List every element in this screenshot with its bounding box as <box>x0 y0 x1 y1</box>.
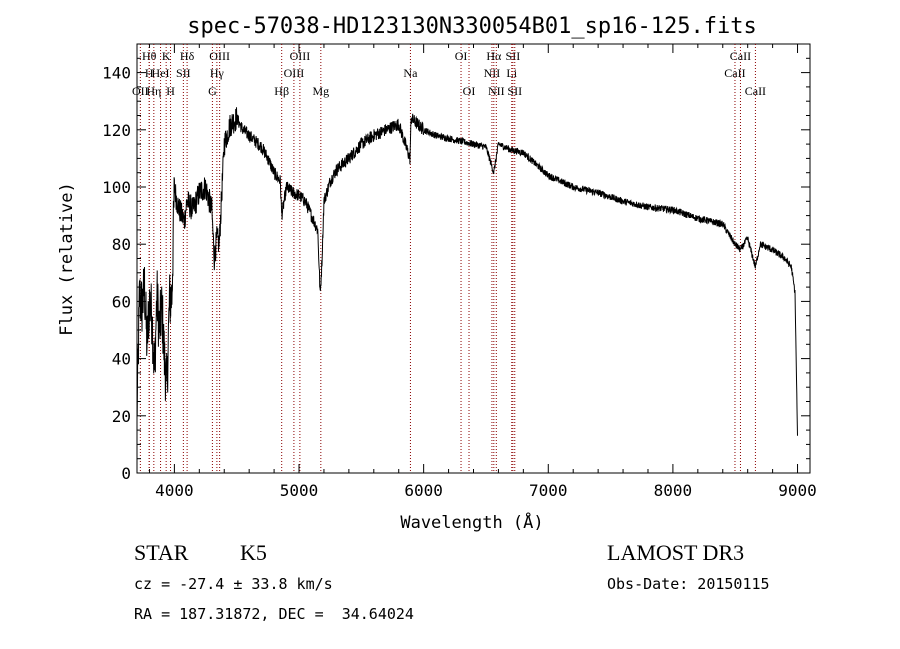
line-marker-label-6: H <box>166 84 175 98</box>
coordinates: RA = 187.31872, DEC = 34.64024 <box>134 605 414 623</box>
line-marker-label-12: Hβ <box>274 84 289 98</box>
object-class: STAR <box>134 540 189 565</box>
line-marker-label-24: SII <box>507 84 522 98</box>
line-marker-label-2: H <box>145 66 154 80</box>
line-marker-label-0: OII <box>132 84 149 98</box>
object-subclass: K5 <box>240 540 267 565</box>
redshift-info: cz = -27.4 ± 33.8 km/s <box>134 575 333 593</box>
y-tick-label-3: 60 <box>112 292 131 311</box>
spectrum-line <box>136 107 798 436</box>
line-marker-label-10: Hγ <box>210 66 225 80</box>
y-tick-label-0: 0 <box>121 464 131 483</box>
line-marker-label-7: SII <box>176 66 191 80</box>
line-marker-label-5: K <box>162 49 171 63</box>
survey-name: LAMOST DR3 <box>607 540 745 565</box>
line-marker-label-17: OI <box>455 49 468 63</box>
line-marker-label-8: Hδ <box>180 49 195 63</box>
x-tick-label-2: 6000 <box>404 481 443 500</box>
line-marker-label-9: G <box>208 84 217 98</box>
line-marker-label-22: Li <box>506 66 517 80</box>
line-marker-label-27: CaII <box>745 84 766 98</box>
line-marker-label-26: CaII <box>730 49 751 63</box>
line-marker-label-25: CaII <box>724 66 745 80</box>
line-marker-label-14: OIII <box>290 49 311 63</box>
y-tick-label-4: 80 <box>112 235 131 254</box>
y-tick-label-1: 20 <box>112 407 131 426</box>
x-tick-label-1: 5000 <box>280 481 319 500</box>
x-tick-label-4: 8000 <box>654 481 693 500</box>
line-marker-label-3: Hη <box>146 84 161 98</box>
plot-frame <box>136 43 811 474</box>
line-marker-label-18: OI <box>463 84 476 98</box>
line-marker-label-21: NII <box>488 84 505 98</box>
obs-date: Obs-Date: 20150115 <box>607 575 770 593</box>
line-markers: OIIHθHHηHeIKHSIIHδGHγOIIIHβOIIIOIIIMgNaO… <box>132 44 766 473</box>
line-marker-label-11: OIII <box>209 49 230 63</box>
x-tick-label-0: 4000 <box>155 481 194 500</box>
chart-title: spec-57038-HD123130N330054B01_sp16-125.f… <box>187 14 757 39</box>
line-marker-label-13: OIII <box>284 66 305 80</box>
line-marker-label-16: Na <box>403 66 418 80</box>
y-tick-label-7: 140 <box>102 64 131 83</box>
y-axis-label: Flux (relative) <box>57 182 77 336</box>
line-marker-label-4: HeI <box>152 66 170 80</box>
x-tick-label-3: 7000 <box>529 481 568 500</box>
x-tick-label-5: 9000 <box>778 481 817 500</box>
y-tick-label-6: 120 <box>102 121 131 140</box>
x-axis-label: Wavelength (Å) <box>400 511 543 533</box>
axis-ticks: 4000 5000 6000 7000 8000 9000 0 20 40 60 80 100 120 1… <box>102 44 817 500</box>
line-marker-label-23: SII <box>506 49 521 63</box>
line-marker-label-20: Hα <box>486 49 502 63</box>
y-tick-label-2: 40 <box>112 350 131 369</box>
line-marker-label-15: Mg <box>312 84 329 98</box>
line-marker-label-19: NII <box>484 66 501 80</box>
y-tick-label-5: 100 <box>102 178 131 197</box>
